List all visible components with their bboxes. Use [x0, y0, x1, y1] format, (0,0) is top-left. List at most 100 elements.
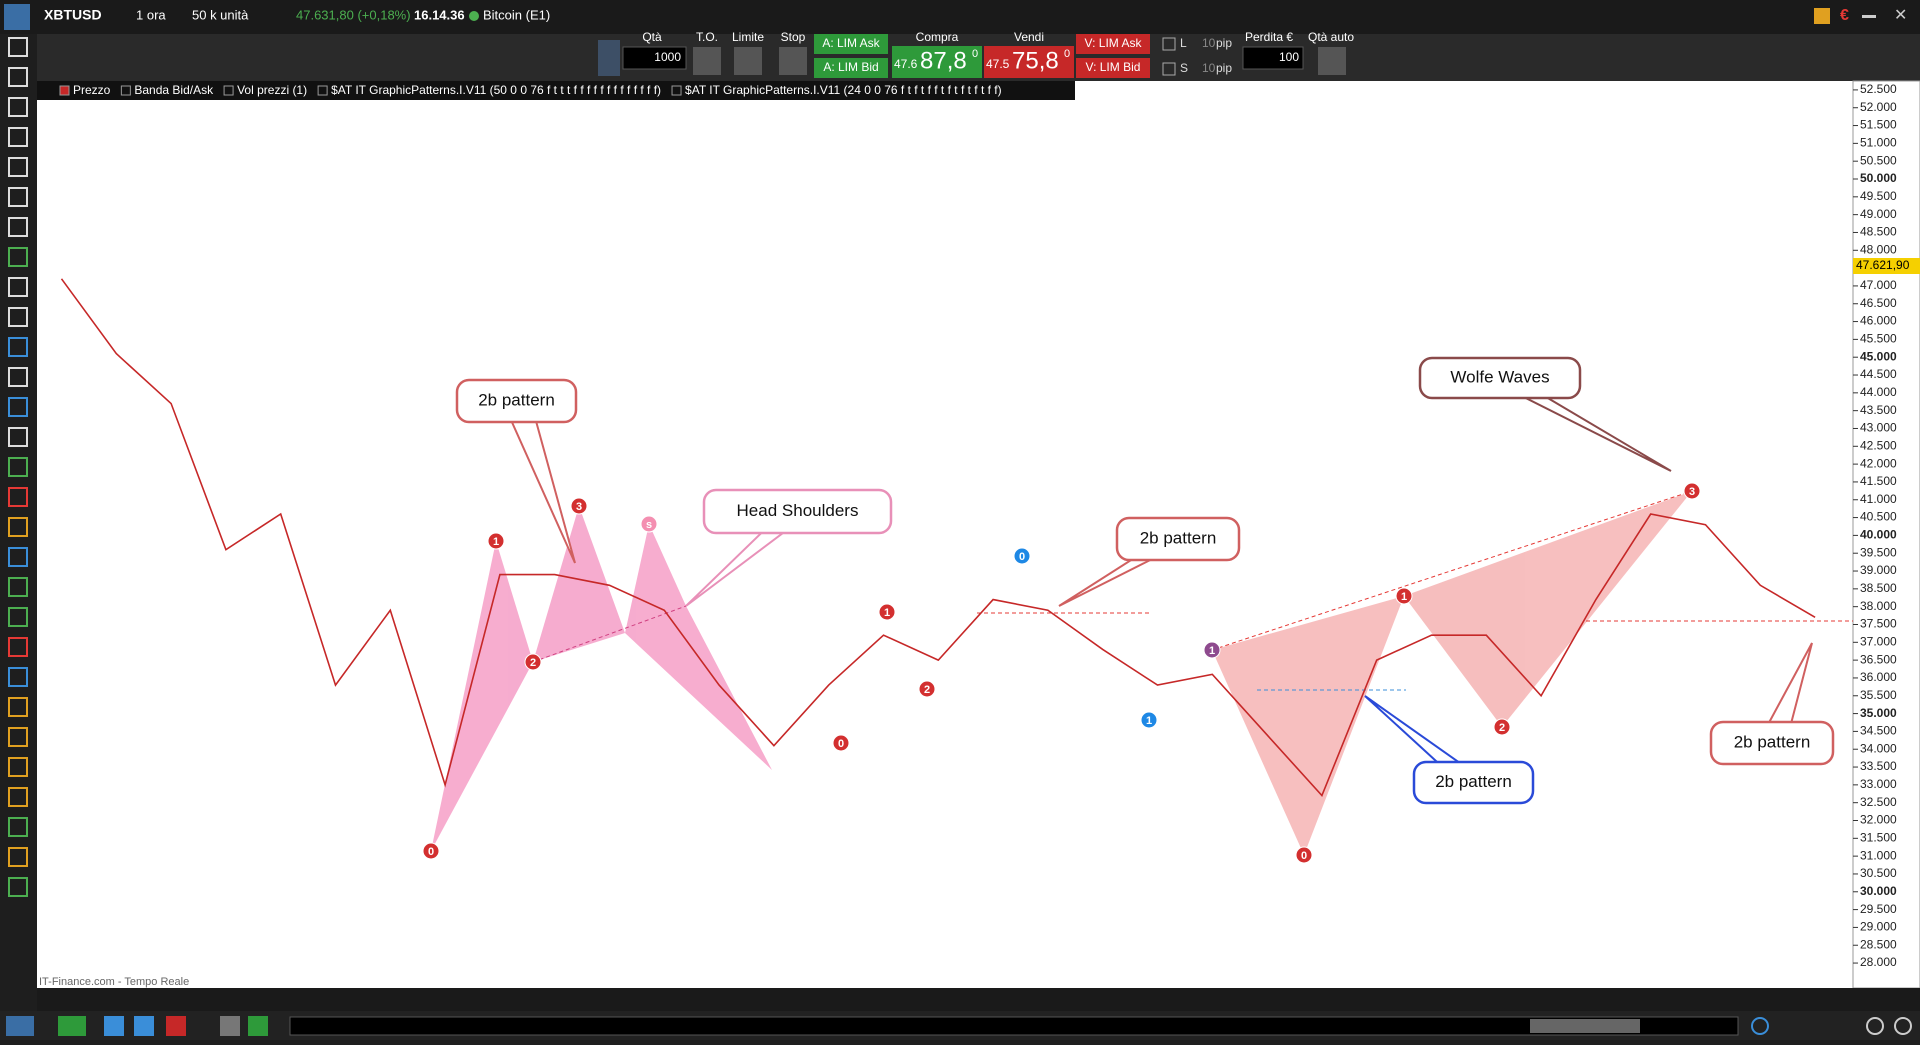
tool-button[interactable] [8, 697, 28, 717]
tool-button[interactable] [8, 157, 28, 177]
buy-bid-button[interactable] [814, 58, 888, 78]
buy-sup[interactable]: 0 [972, 48, 978, 60]
callout-label: 2b pattern [1734, 732, 1811, 751]
buy-prefix[interactable]: 47.6 [894, 57, 918, 71]
tool-button[interactable] [8, 787, 28, 807]
tab[interactable]: Banda Bid/Ask [134, 83, 214, 97]
tool-button[interactable] [8, 727, 28, 747]
tool-button[interactable] [8, 367, 28, 387]
s-check[interactable] [1162, 62, 1176, 76]
tool-button[interactable] [8, 67, 28, 87]
loss-value[interactable]: 100 [1279, 50, 1299, 64]
tool-button[interactable] [8, 517, 28, 537]
interval[interactable]: 1 ora [136, 7, 166, 22]
tool-button[interactable] [8, 457, 28, 477]
tool-button[interactable] [8, 127, 28, 147]
tool-button[interactable] [8, 847, 28, 867]
sell-prefix[interactable]: 47.5 [986, 57, 1010, 71]
qty-input[interactable] [622, 46, 687, 70]
sell-ask[interactable]: V: LIM Ask [1085, 36, 1143, 50]
y-tick-label: 46.500 [1860, 296, 1897, 310]
y-tick-label: 35.000 [1860, 706, 1897, 720]
share-button[interactable] [104, 1016, 124, 1036]
tab-check[interactable] [59, 85, 70, 96]
callout-label: Wolfe Waves [1450, 367, 1549, 386]
export-button[interactable] [166, 1016, 186, 1036]
undo-button[interactable] [1751, 1017, 1769, 1035]
minimize[interactable] [1862, 15, 1876, 18]
settings-button[interactable] [598, 40, 620, 76]
l-pips[interactable]: 10 [1202, 36, 1216, 50]
tool-button[interactable] [8, 667, 28, 687]
sell-big[interactable]: 75,8 [1012, 47, 1059, 74]
layout-button[interactable] [220, 1016, 240, 1036]
zoom-out[interactable] [1894, 1017, 1912, 1035]
buy-ask-button[interactable] [814, 34, 888, 54]
symbol[interactable]: XBTUSD [44, 7, 102, 23]
tab-check[interactable] [317, 85, 328, 96]
currency-icon[interactable]: € [1840, 7, 1849, 24]
pattern-marker [1493, 718, 1511, 736]
tool-button[interactable] [8, 217, 28, 237]
auto-label: Qtà auto [1308, 30, 1354, 44]
clock: 16.14.36 [414, 7, 465, 22]
limit-button[interactable] [734, 47, 762, 75]
tab-check[interactable] [120, 85, 131, 96]
auto-button[interactable] [1318, 47, 1346, 75]
tab[interactable]: Prezzo [73, 83, 111, 97]
tool-button[interactable] [8, 577, 28, 597]
tool-button[interactable] [8, 397, 28, 417]
tool-button[interactable] [8, 427, 28, 447]
callout-label: 2b pattern [1140, 528, 1217, 547]
buy-bid[interactable]: A: LIM Bid [823, 60, 878, 74]
indicator-button[interactable] [248, 1016, 268, 1036]
window-button[interactable] [134, 1016, 154, 1036]
tab-check[interactable] [671, 85, 682, 96]
stop-button[interactable] [779, 47, 807, 75]
tab[interactable]: $AT IT GraphicPatterns.I.V11 (50 0 0 76 … [331, 83, 661, 97]
chart-type-button[interactable] [6, 1016, 34, 1036]
tool-button[interactable] [8, 547, 28, 567]
pattern-marker [878, 603, 896, 621]
tab[interactable]: Vol prezzi (1) [237, 83, 307, 97]
tab-check[interactable] [223, 85, 234, 96]
tool-button[interactable] [8, 817, 28, 837]
s-label: S [1180, 61, 1188, 75]
tab[interactable]: $AT IT GraphicPatterns.I.V11 (24 0 0 76 … [685, 83, 1002, 97]
tool-button[interactable] [8, 337, 28, 357]
tool-button[interactable] [8, 757, 28, 777]
tool-button[interactable] [8, 487, 28, 507]
buy-ask[interactable]: A: LIM Ask [822, 36, 880, 50]
sell-bid-button[interactable] [1076, 58, 1150, 78]
close[interactable]: ✕ [1894, 7, 1907, 24]
l-check[interactable] [1162, 37, 1176, 51]
warn-icon[interactable] [1814, 8, 1830, 24]
tool-button[interactable] [8, 187, 28, 207]
scrollbar[interactable] [289, 1016, 1739, 1036]
to-button[interactable] [693, 47, 721, 75]
tool-button[interactable] [8, 247, 28, 267]
sell-sup[interactable]: 0 [1064, 48, 1070, 60]
tool-button[interactable] [8, 277, 28, 297]
chart-style-button[interactable] [58, 1016, 86, 1036]
y-tick-label: 31.000 [1860, 848, 1897, 862]
pattern-marker [1395, 587, 1413, 605]
buy-big[interactable]: 87,8 [920, 47, 967, 74]
units[interactable]: 50 k unità [192, 7, 249, 22]
tool-button[interactable] [8, 877, 28, 897]
sell-ask-button[interactable] [1076, 34, 1150, 54]
tool-button[interactable] [8, 307, 28, 327]
tool-button[interactable] [8, 607, 28, 627]
qty-value[interactable]: 1000 [654, 50, 681, 64]
tool-button[interactable] [8, 37, 28, 57]
sell-bid[interactable]: V: LIM Bid [1086, 60, 1141, 74]
y-tick-label: 30.500 [1860, 866, 1897, 880]
loss-input[interactable] [1242, 46, 1304, 70]
zoom-in[interactable] [1866, 1017, 1884, 1035]
sell-button[interactable] [984, 46, 1074, 78]
tool-button[interactable] [8, 97, 28, 117]
buy-button[interactable] [892, 46, 982, 78]
scroll-thumb[interactable] [1530, 1019, 1640, 1033]
s-pips[interactable]: 10 [1202, 61, 1216, 75]
tool-button[interactable] [8, 637, 28, 657]
